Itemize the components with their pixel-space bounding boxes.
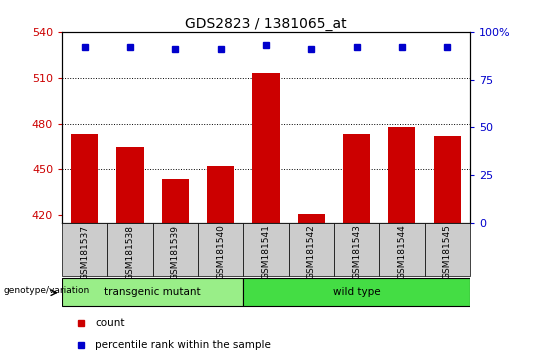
Bar: [424, 223, 470, 276]
Text: percentile rank within the sample: percentile rank within the sample: [96, 339, 271, 350]
Bar: [153, 223, 198, 276]
Text: wild type: wild type: [333, 287, 380, 297]
Bar: [334, 223, 379, 276]
Bar: [244, 278, 470, 306]
Bar: [198, 223, 244, 276]
Text: genotype/variation: genotype/variation: [3, 286, 89, 295]
Bar: [62, 223, 107, 276]
Text: GSM181541: GSM181541: [261, 225, 271, 280]
Bar: [288, 223, 334, 276]
Text: GSM181544: GSM181544: [397, 225, 406, 279]
Text: GSM181538: GSM181538: [126, 225, 134, 280]
Bar: [107, 223, 153, 276]
Text: GSM181537: GSM181537: [80, 225, 89, 280]
Bar: [162, 179, 189, 223]
Text: GSM181545: GSM181545: [443, 225, 451, 280]
Bar: [252, 73, 280, 223]
Bar: [117, 147, 144, 223]
Bar: [244, 223, 288, 276]
Bar: [207, 166, 234, 223]
Bar: [71, 134, 98, 223]
Text: transgenic mutant: transgenic mutant: [104, 287, 201, 297]
Bar: [62, 278, 244, 306]
Bar: [388, 127, 415, 223]
Bar: [343, 134, 370, 223]
Bar: [298, 214, 325, 223]
Text: count: count: [96, 318, 125, 329]
Title: GDS2823 / 1381065_at: GDS2823 / 1381065_at: [185, 17, 347, 31]
Text: GSM181542: GSM181542: [307, 225, 316, 279]
Text: GSM181543: GSM181543: [352, 225, 361, 280]
Bar: [379, 223, 424, 276]
Text: GSM181540: GSM181540: [216, 225, 225, 280]
Text: GSM181539: GSM181539: [171, 225, 180, 280]
Bar: [434, 136, 461, 223]
